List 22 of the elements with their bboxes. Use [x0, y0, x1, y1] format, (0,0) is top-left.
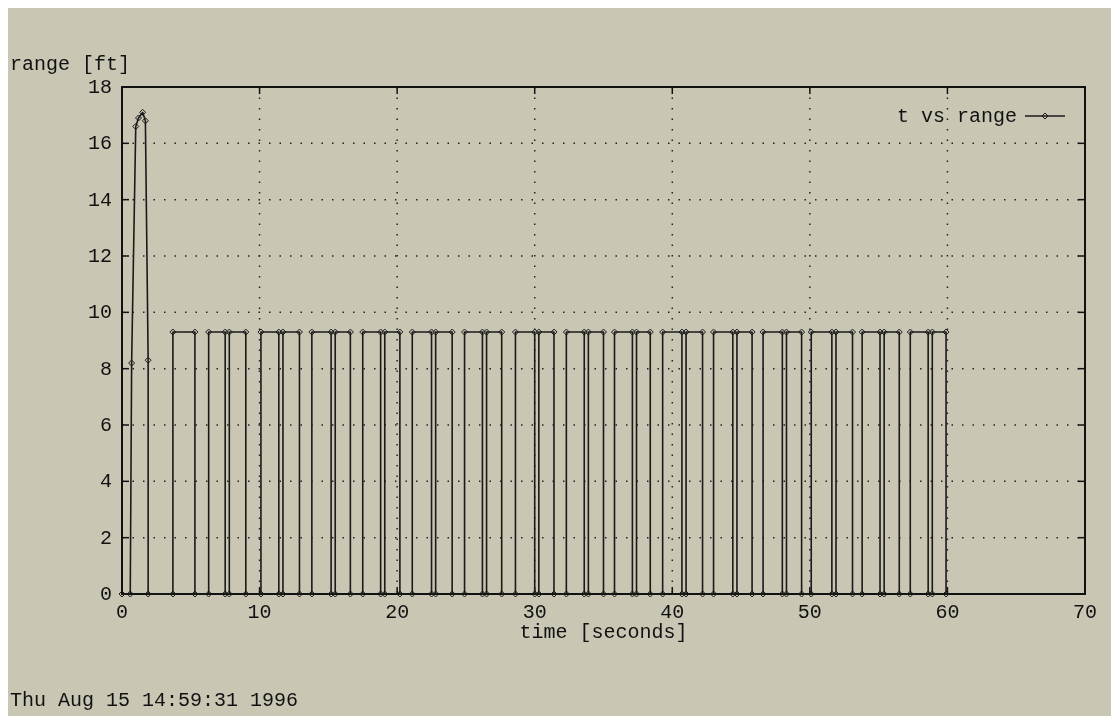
x-tick-label: 0 — [115, 601, 129, 624]
x-tick-label: 50 — [797, 601, 822, 624]
y-tick-label: 6 — [99, 414, 112, 437]
x-tick-label: 60 — [935, 601, 960, 624]
y-tick-label: 0 — [99, 583, 112, 606]
y-tick-label: 8 — [99, 357, 112, 381]
x-tick-label: 70 — [1072, 601, 1098, 624]
x-tick-label: 10 — [247, 601, 272, 624]
x-axis-title: time [seconds] — [519, 621, 688, 644]
x-tick-label: 20 — [385, 601, 410, 624]
y-tick-label: 10 — [87, 301, 112, 325]
y-tick-label: 18 — [87, 76, 112, 99]
y-tick-label: 2 — [99, 526, 112, 550]
y-tick-label: 16 — [87, 132, 112, 156]
x-tick-label: 40 — [660, 601, 685, 624]
y-tick-label: 4 — [99, 470, 112, 494]
y-tick-label: 14 — [87, 188, 112, 212]
legend-label: t vs range — [896, 105, 1017, 128]
x-tick-label: 30 — [522, 601, 547, 624]
text: Thu Aug 15 14:59:31 1996 — [10, 689, 299, 712]
y-tick-label: 12 — [87, 245, 112, 268]
y-axis-title: range [ft] — [10, 53, 131, 76]
